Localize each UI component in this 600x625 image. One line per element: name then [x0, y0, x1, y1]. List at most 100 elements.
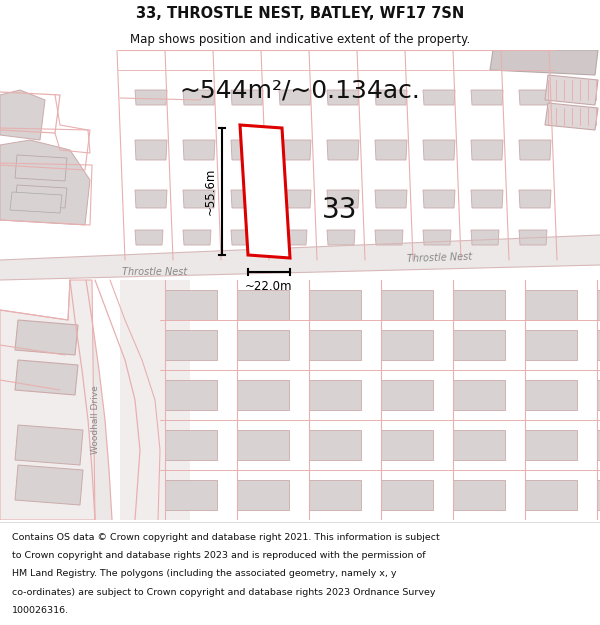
Text: Throstle Nest: Throstle Nest — [407, 252, 473, 264]
Polygon shape — [237, 380, 289, 410]
Polygon shape — [423, 190, 455, 208]
Text: 100026316.: 100026316. — [12, 606, 69, 615]
Polygon shape — [423, 140, 455, 160]
Text: Woodhall Drive: Woodhall Drive — [91, 386, 101, 454]
Polygon shape — [525, 330, 577, 360]
Text: ~544m²/~0.134ac.: ~544m²/~0.134ac. — [179, 78, 421, 102]
Polygon shape — [525, 480, 577, 510]
Polygon shape — [135, 140, 167, 160]
Polygon shape — [237, 330, 289, 360]
Text: ~55.6m: ~55.6m — [203, 168, 217, 215]
Polygon shape — [381, 480, 433, 510]
Polygon shape — [183, 230, 211, 245]
Polygon shape — [15, 320, 78, 355]
Polygon shape — [237, 290, 289, 320]
Polygon shape — [471, 140, 503, 160]
Polygon shape — [545, 75, 598, 105]
Polygon shape — [375, 140, 407, 160]
Polygon shape — [15, 185, 67, 208]
Text: Map shows position and indicative extent of the property.: Map shows position and indicative extent… — [130, 32, 470, 46]
Polygon shape — [135, 230, 163, 245]
Polygon shape — [231, 90, 263, 105]
Polygon shape — [525, 430, 577, 460]
Polygon shape — [309, 380, 361, 410]
Polygon shape — [381, 290, 433, 320]
Text: co-ordinates) are subject to Crown copyright and database rights 2023 Ordnance S: co-ordinates) are subject to Crown copyr… — [12, 588, 436, 597]
Polygon shape — [597, 290, 600, 320]
Polygon shape — [453, 290, 505, 320]
Polygon shape — [237, 430, 289, 460]
Polygon shape — [279, 90, 311, 105]
Polygon shape — [597, 430, 600, 460]
Polygon shape — [279, 230, 307, 245]
Polygon shape — [327, 90, 359, 105]
Polygon shape — [309, 480, 361, 510]
Polygon shape — [381, 330, 433, 360]
Polygon shape — [519, 190, 551, 208]
Polygon shape — [183, 90, 215, 105]
Polygon shape — [309, 290, 361, 320]
Polygon shape — [453, 480, 505, 510]
Polygon shape — [231, 190, 263, 208]
Polygon shape — [135, 90, 167, 105]
Text: 33, THROSTLE NEST, BATLEY, WF17 7SN: 33, THROSTLE NEST, BATLEY, WF17 7SN — [136, 6, 464, 21]
Polygon shape — [165, 380, 217, 410]
Polygon shape — [0, 90, 45, 140]
Polygon shape — [375, 90, 407, 105]
Polygon shape — [375, 190, 407, 208]
Polygon shape — [309, 430, 361, 460]
Polygon shape — [545, 103, 598, 130]
Polygon shape — [0, 235, 600, 280]
Polygon shape — [597, 330, 600, 360]
Polygon shape — [237, 480, 289, 510]
Polygon shape — [231, 230, 259, 245]
Text: to Crown copyright and database rights 2023 and is reproduced with the permissio: to Crown copyright and database rights 2… — [12, 551, 425, 560]
Polygon shape — [471, 230, 499, 245]
Polygon shape — [15, 425, 83, 465]
Polygon shape — [165, 290, 217, 320]
Polygon shape — [597, 480, 600, 510]
Polygon shape — [453, 430, 505, 460]
Text: ~22.0m: ~22.0m — [245, 281, 293, 294]
Polygon shape — [165, 480, 217, 510]
Polygon shape — [453, 380, 505, 410]
Polygon shape — [165, 430, 217, 460]
Text: HM Land Registry. The polygons (including the associated geometry, namely x, y: HM Land Registry. The polygons (includin… — [12, 569, 397, 578]
Polygon shape — [183, 140, 215, 160]
Polygon shape — [453, 330, 505, 360]
Polygon shape — [183, 190, 215, 208]
Polygon shape — [519, 230, 547, 245]
Polygon shape — [135, 190, 167, 208]
Polygon shape — [471, 190, 503, 208]
Polygon shape — [15, 465, 83, 505]
Polygon shape — [240, 125, 290, 258]
Polygon shape — [423, 230, 451, 245]
Polygon shape — [231, 140, 263, 160]
Polygon shape — [70, 280, 112, 520]
Polygon shape — [471, 90, 503, 105]
Polygon shape — [381, 430, 433, 460]
Polygon shape — [165, 330, 217, 360]
Polygon shape — [519, 90, 551, 105]
Text: 33: 33 — [322, 196, 358, 224]
Polygon shape — [327, 140, 359, 160]
Polygon shape — [279, 190, 311, 208]
Polygon shape — [0, 280, 95, 520]
Polygon shape — [15, 360, 78, 395]
Polygon shape — [279, 140, 311, 160]
Polygon shape — [525, 380, 577, 410]
Polygon shape — [0, 140, 90, 225]
Polygon shape — [381, 380, 433, 410]
Polygon shape — [327, 190, 359, 208]
Text: Contains OS data © Crown copyright and database right 2021. This information is : Contains OS data © Crown copyright and d… — [12, 532, 440, 542]
Polygon shape — [490, 50, 598, 75]
Polygon shape — [120, 280, 190, 520]
Polygon shape — [519, 140, 551, 160]
Polygon shape — [309, 330, 361, 360]
Polygon shape — [10, 192, 62, 213]
Polygon shape — [375, 230, 403, 245]
Polygon shape — [423, 90, 455, 105]
Polygon shape — [15, 155, 67, 181]
Polygon shape — [525, 290, 577, 320]
Polygon shape — [327, 230, 355, 245]
